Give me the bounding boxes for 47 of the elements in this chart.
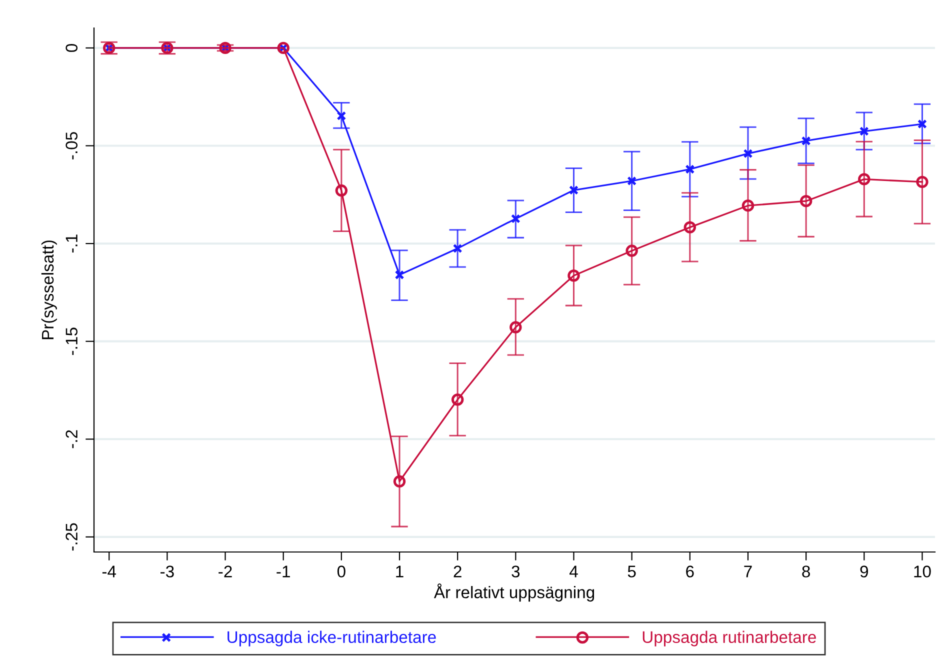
text: Uppsagda icke-rutinarbetare [228, 630, 436, 646]
x-tick-label: -2 [218, 566, 232, 578]
x-tick-label: 6 [686, 566, 694, 578]
x-axis-title: År relativt uppsägning [434, 584, 594, 602]
point [336, 111, 346, 121]
y-tick-label: -.25 [66, 523, 78, 551]
point [452, 244, 462, 254]
x-tick-label: 9 [860, 566, 868, 578]
point [335, 184, 348, 197]
x-tick-label: 3 [512, 566, 520, 578]
y-tick-label: 0 [66, 44, 78, 52]
x-tick-label: -1 [276, 566, 290, 578]
x-tick-label: 10 [914, 566, 931, 578]
point [684, 221, 696, 234]
point [685, 164, 695, 174]
x-tick-label: 7 [744, 566, 752, 578]
point [916, 176, 928, 188]
point [393, 475, 406, 488]
point [568, 270, 580, 282]
point [451, 394, 464, 406]
point [742, 199, 754, 212]
x-tick-label: 5 [628, 566, 636, 578]
point [510, 321, 522, 334]
point [859, 126, 869, 136]
text: Uppsagda rutinarbetare [642, 630, 816, 646]
point [394, 270, 404, 280]
point [626, 244, 638, 257]
y-tick-label: -.2 [66, 430, 78, 448]
y-axis-title: Pr(sysselsatt) [41, 240, 57, 340]
y-tick-label: -.15 [66, 328, 78, 355]
point [918, 119, 927, 129]
x-tick-label: 0 [337, 566, 346, 578]
x-tick-label: 4 [569, 566, 578, 578]
x-tick-label: 2 [454, 566, 462, 578]
x-tick-label: 8 [802, 566, 810, 578]
point [858, 173, 870, 186]
point [743, 148, 753, 158]
point [627, 176, 637, 186]
x-tick-label: -3 [160, 566, 174, 578]
x-tick-label: 1 [396, 566, 404, 578]
y-tick-label: -.05 [66, 132, 78, 160]
point [800, 194, 812, 208]
point [510, 214, 520, 224]
x-tick-label: -4 [102, 566, 116, 578]
point [801, 136, 811, 146]
point [569, 185, 578, 195]
y-tick-label: -.1 [66, 234, 78, 253]
